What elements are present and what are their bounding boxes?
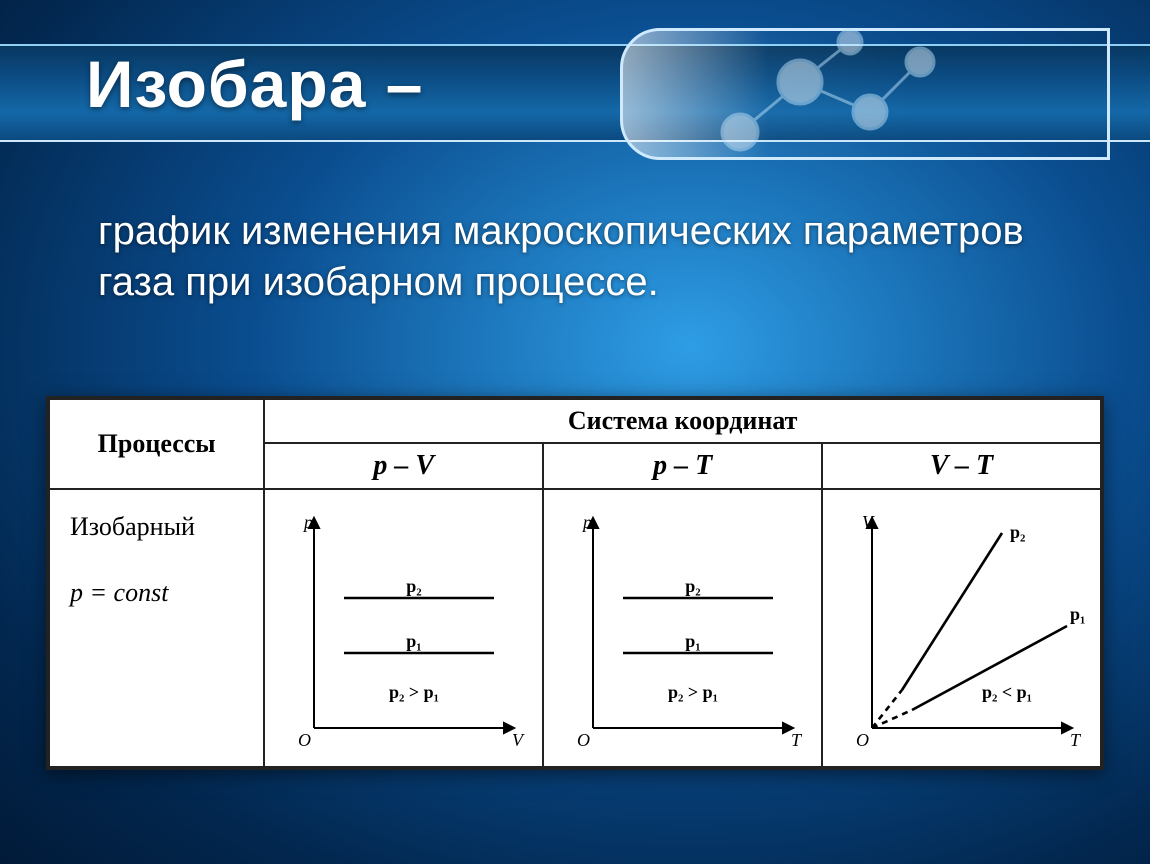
- graphs-table: Процессы Система координат p – V p – T V…: [46, 396, 1104, 770]
- pT-upper-label: p₂: [685, 576, 700, 596]
- slide-subtitle: график изменения макроскопических параме…: [98, 206, 1080, 308]
- pV-lower-label: p₁: [406, 631, 421, 651]
- pT-inequality: p₂ > p₁: [668, 682, 718, 702]
- pT-lower-label: p₁: [685, 631, 700, 651]
- VT-inequality: p₂ < p₁: [981, 682, 1031, 702]
- col-coord-system: Система координат: [568, 406, 798, 435]
- origin-label: O: [577, 730, 590, 750]
- VT-lower-label: p₁: [1070, 604, 1085, 624]
- pV-inequality: p₂ > p₁: [389, 682, 439, 702]
- y-axis-label: p: [302, 512, 313, 532]
- col-processes: Процессы: [98, 429, 216, 458]
- VT-upper-label: p₂: [1010, 522, 1025, 542]
- molecule-icon: [700, 22, 960, 172]
- x-axis-label: T: [1070, 730, 1082, 750]
- y-axis-label: p: [581, 512, 592, 532]
- col-pV: p – V: [373, 450, 434, 481]
- col-VT: V – T: [930, 450, 993, 481]
- col-pT: p – T: [653, 450, 712, 481]
- slide-title: Изобара –: [86, 46, 423, 122]
- graph-pV: p V O p₂ p₁ p₂ > p₁: [264, 489, 543, 767]
- process-condition: p = const: [70, 578, 243, 608]
- origin-label: O: [298, 730, 311, 750]
- x-axis-label: V: [512, 730, 525, 750]
- origin-label: O: [856, 730, 869, 750]
- x-axis-label: T: [791, 730, 803, 750]
- pV-upper-label: p₂: [406, 576, 421, 596]
- graph-VT: V T O p₂ p₁ p₂ < p₁: [822, 489, 1101, 767]
- graph-pT: p T O p₂ p₁ p₂ > p₁: [543, 489, 822, 767]
- process-name: Изобарный: [70, 512, 243, 542]
